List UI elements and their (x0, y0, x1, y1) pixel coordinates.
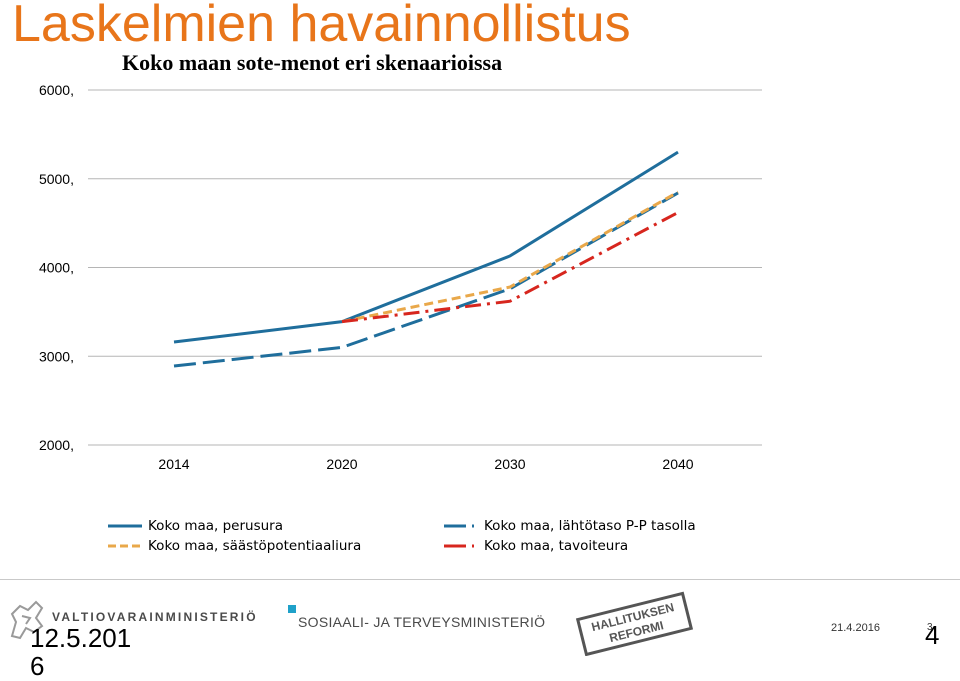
legend-item-lahtotaso: Koko maa, lähtötaso P-P tasolla (444, 518, 696, 534)
x-tick-label: 2030 (494, 456, 525, 472)
legend-label: Koko maa, säästöpotentiaaliura (148, 538, 362, 554)
series-line-4 (341, 211, 679, 324)
slide-title: Laskelmien havainnollistus (12, 0, 631, 53)
legend-label: Koko maa, perusura (148, 518, 283, 534)
y-tick-label: 6000, (39, 82, 74, 98)
reform-stamp-logo: HALLITUKSEN REFORMI (575, 591, 694, 656)
y-tick-label: 5000, (39, 171, 74, 187)
page-number-small: 3 (927, 622, 933, 633)
footer-date-left: 12.5.2016 (30, 623, 132, 681)
legend-label: Koko maa, lähtötaso P-P tasolla (484, 518, 696, 534)
chart-title: Koko maan sote-menot eri skenaarioissa (122, 50, 503, 75)
series-line-1 (173, 150, 679, 344)
legend-item-tavoiteura: Koko maa, tavoiteura (444, 538, 628, 554)
legend-swatch-saastopotentiaaliura (108, 544, 142, 548)
legend-item-perusura: Koko maa, perusura (108, 518, 283, 534)
page-number: 4 (925, 620, 940, 650)
series-line-2 (173, 191, 679, 368)
footer-date-right: 21.4.2016 (831, 622, 880, 634)
line-chart: 2000, 3000, 4000, 5000, 6000, 2014 2020 2030 204… (39, 82, 762, 472)
legend-item-saastopotentiaaliura: Koko maa, säästöpotentiaaliura (108, 538, 361, 554)
y-tick-label: 3000, (39, 348, 74, 364)
footer-divider (0, 579, 960, 580)
ministry-stm-logo-text: SOSIAALI- JA TERVEYSMINISTERIÖ (298, 614, 546, 630)
lion-emblem-icon (10, 600, 44, 640)
stm-logo-mark (288, 605, 296, 613)
y-tick-label: 2000, (39, 437, 74, 453)
legend-swatch-perusura (108, 524, 142, 528)
x-tick-label: 2020 (326, 456, 357, 472)
series-line-3 (341, 190, 679, 324)
legend-swatch-lahtotaso (444, 524, 478, 528)
x-tick-label: 2040 (662, 456, 693, 472)
legend-label: Koko maa, tavoiteura (484, 538, 629, 554)
ministry-vm-logo-text: VALTIOVARAINMINISTERIÖ (52, 610, 258, 624)
legend-swatch-tavoiteura (444, 544, 478, 548)
x-tick-label: 2014 (158, 456, 189, 472)
y-tick-label: 4000, (39, 260, 74, 276)
